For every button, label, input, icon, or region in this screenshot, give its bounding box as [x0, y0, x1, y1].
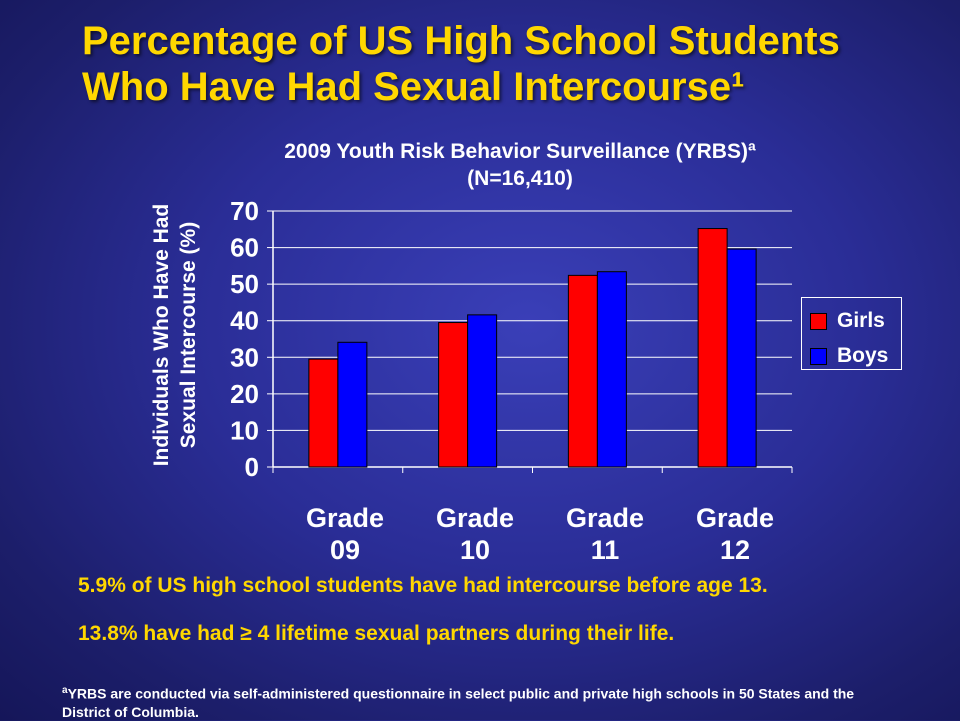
footnote: aYRBS are conducted via self-administere…	[62, 682, 882, 721]
slide-title: Percentage of US High School Students Wh…	[82, 18, 952, 110]
x-category-grade-11: Grade 11	[545, 502, 665, 566]
legend-item-girls: Girls	[810, 309, 885, 333]
y-tick-label: 50	[230, 269, 259, 299]
legend-label-girls: Girls	[837, 309, 885, 332]
x-category-label-line-2: 11	[590, 535, 620, 565]
x-category-label-line-2: 09	[329, 535, 361, 565]
x-category-label-line-1: Grade	[305, 503, 385, 533]
x-category-label-line-2: 12	[719, 535, 751, 565]
bar-boys-09	[337, 341, 368, 468]
x-category-label-line-1: Grade	[565, 503, 645, 533]
bar-boys-10	[467, 314, 498, 468]
bar-girls-10	[438, 322, 469, 468]
bar-girls-09	[308, 358, 339, 468]
footnote-marker: a	[62, 685, 68, 696]
footnote-text: YRBS are conducted via self-administered…	[62, 685, 855, 720]
bar-girls-12	[697, 228, 728, 468]
y-tick-label: 10	[230, 415, 259, 445]
slide-title-line-2: Who Have Had Sexual Intercourse¹	[82, 65, 745, 109]
chart-title: 2009 Youth Risk Behavior Surveillance (Y…	[284, 140, 756, 163]
chart-subtitle: (N=16,410)	[467, 167, 573, 190]
x-category-grade-09: Grade 09	[285, 502, 405, 566]
legend-swatch-girls	[810, 312, 827, 330]
x-category-grade-10: Grade 10	[415, 502, 535, 566]
y-tick-label: 70	[230, 196, 259, 226]
y-tick-label: 0	[245, 452, 259, 482]
x-category-grade-12: Grade 12	[675, 502, 795, 566]
y-tick-label: 30	[230, 342, 259, 372]
y-tick-label: 20	[230, 379, 259, 409]
bar-boys-12	[726, 248, 757, 468]
x-category-label-line-2: 10	[459, 535, 491, 565]
slide-title-line-1: Percentage of US High School Students	[82, 19, 840, 63]
legend-label-boys: Boys	[837, 344, 889, 367]
legend-swatch-boys	[810, 347, 827, 365]
y-tick-label: 40	[230, 306, 259, 336]
legend-item-boys: Boys	[810, 344, 888, 368]
bar-girls-11	[567, 274, 598, 468]
x-category-label-line-1: Grade	[695, 503, 775, 533]
chart-legend: Girls Boys	[801, 297, 902, 370]
bar-boys-11	[596, 271, 627, 468]
x-category-label-line-1: Grade	[435, 503, 515, 533]
y-tick-label: 60	[230, 233, 259, 263]
note-lifetime-partners: 13.8% have had ≥ 4 lifetime sexual partn…	[78, 622, 675, 645]
note-age-13: 5.9% of US high school students have had…	[78, 574, 768, 597]
